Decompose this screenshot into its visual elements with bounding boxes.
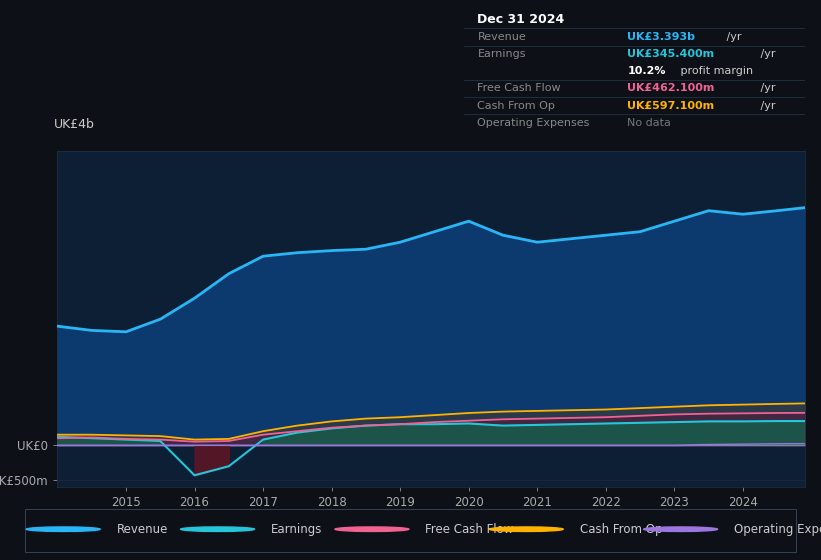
Circle shape [181, 527, 255, 531]
Text: Dec 31 2024: Dec 31 2024 [478, 13, 565, 26]
Text: /yr: /yr [722, 32, 741, 42]
Text: Revenue: Revenue [478, 32, 526, 42]
Text: UK£345.400m: UK£345.400m [627, 49, 714, 59]
Text: Earnings: Earnings [271, 522, 323, 536]
Text: /yr: /yr [757, 49, 775, 59]
Text: Free Cash Flow: Free Cash Flow [478, 83, 561, 94]
Circle shape [335, 527, 409, 531]
Text: Revenue: Revenue [117, 522, 168, 536]
Text: No data: No data [627, 118, 672, 128]
Text: Cash From Op: Cash From Op [580, 522, 662, 536]
FancyBboxPatch shape [25, 509, 796, 552]
Text: UK£462.100m: UK£462.100m [627, 83, 715, 94]
Circle shape [26, 527, 100, 531]
Text: UK£4b: UK£4b [53, 118, 94, 131]
Circle shape [644, 527, 718, 531]
Text: Earnings: Earnings [478, 49, 526, 59]
Text: Operating Expenses: Operating Expenses [734, 522, 821, 536]
Circle shape [489, 527, 563, 531]
Text: Free Cash Flow: Free Cash Flow [425, 522, 514, 536]
Text: /yr: /yr [757, 83, 775, 94]
Text: UK£597.100m: UK£597.100m [627, 101, 714, 110]
Text: Cash From Op: Cash From Op [478, 101, 555, 110]
Text: Operating Expenses: Operating Expenses [478, 118, 589, 128]
Text: profit margin: profit margin [677, 66, 753, 76]
Text: UK£3.393b: UK£3.393b [627, 32, 695, 42]
Text: /yr: /yr [757, 101, 775, 110]
Text: 10.2%: 10.2% [627, 66, 666, 76]
